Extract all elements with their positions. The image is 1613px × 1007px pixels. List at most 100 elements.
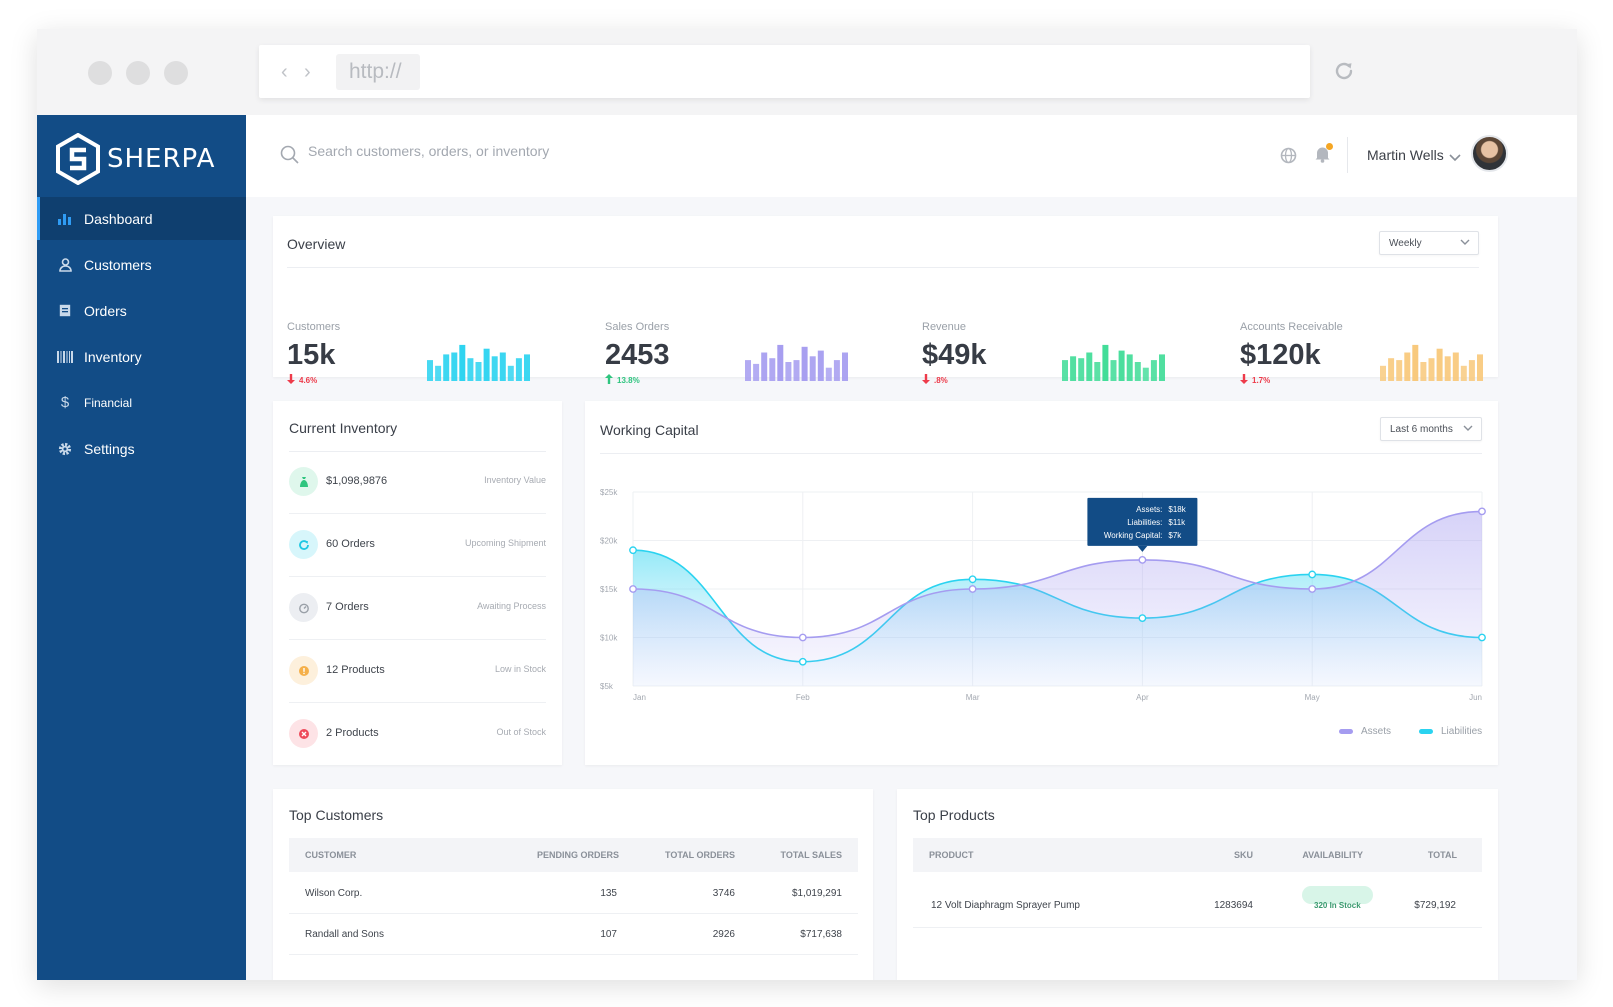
column-header[interactable]: AVAILABILITY <box>1302 850 1363 860</box>
y-tick-label: $20k <box>600 537 618 546</box>
timer-icon <box>289 593 318 622</box>
sparkline-bar <box>801 346 808 381</box>
product-sku: 1283694 <box>1214 900 1253 911</box>
sparkline-bar <box>1428 358 1435 381</box>
table-header: CUSTOMER PENDING ORDERS TOTAL ORDERS TOT… <box>289 838 858 872</box>
sparkline-bar <box>825 367 832 381</box>
kpi-delta: .8% <box>922 374 948 386</box>
reload-icon[interactable] <box>1332 59 1356 88</box>
data-point-liabilities[interactable] <box>629 546 637 555</box>
inventory-value: 12 Products <box>326 664 385 676</box>
inventory-value: 7 Orders <box>326 601 369 613</box>
sparkline-bar <box>1142 367 1149 381</box>
sparkline-bar <box>499 352 506 381</box>
globe-icon[interactable] <box>1280 147 1297 169</box>
sidebar-item-label: Orders <box>84 302 127 319</box>
inventory-row[interactable]: 12 Products Low in Stock <box>289 640 546 703</box>
avatar[interactable] <box>1471 135 1508 172</box>
table-row[interactable]: Wilson Corp. 135 3746 $1,019,291 <box>289 874 858 914</box>
inventory-row[interactable]: $1,098,9876 Inventory Value <box>289 451 546 514</box>
back-icon[interactable]: ‹ <box>281 61 288 83</box>
inventory-row[interactable]: 7 Orders Awaiting Process <box>289 577 546 640</box>
tooltip-value: $11k <box>1168 518 1186 527</box>
window-maximize-dot[interactable] <box>164 61 188 85</box>
column-header[interactable]: SKU <box>1233 850 1253 860</box>
inventory-row[interactable]: 2 Products Out of Stock <box>289 703 546 766</box>
column-header[interactable]: PENDING ORDERS <box>536 850 619 860</box>
pending-orders: 107 <box>600 929 617 940</box>
kpi-delta-text: 4.6% <box>299 375 318 385</box>
forward-icon[interactable]: › <box>304 61 311 83</box>
sparkline-bar <box>1412 344 1419 381</box>
url-field[interactable]: http:// <box>336 54 420 90</box>
series-line-assets <box>632 510 1483 639</box>
window-minimize-dot[interactable] <box>126 61 150 85</box>
chevron-down-icon[interactable] <box>1449 149 1461 167</box>
y-tick-label: $15k <box>600 585 618 594</box>
data-point-assets[interactable] <box>1478 507 1486 516</box>
legend-item-liabilities[interactable]: Liabilities <box>1419 726 1482 737</box>
sidebar-item-inventory[interactable]: Inventory <box>37 335 246 378</box>
notification-dot <box>1326 143 1333 150</box>
overview-period-select[interactable]: Weekly <box>1379 231 1479 255</box>
user-name[interactable]: Martin Wells <box>1367 147 1444 163</box>
working-capital-period-select[interactable]: Last 6 months <box>1380 417 1482 441</box>
sparkline-bar <box>1420 362 1427 381</box>
sidebar-item-customers[interactable]: Customers <box>37 243 246 286</box>
top-customers-card: Top Customers CUSTOMER PENDING ORDERS TO… <box>273 789 873 980</box>
sparkline-bar <box>753 363 760 381</box>
sparkline-bar <box>467 358 474 381</box>
sidebar-item-settings[interactable]: Settings <box>37 427 246 470</box>
column-header[interactable]: CUSTOMER <box>305 850 357 860</box>
top-customers-title: Top Customers <box>289 807 384 823</box>
column-header[interactable]: TOTAL <box>1427 850 1457 860</box>
data-point-liabilities[interactable] <box>1308 570 1317 579</box>
address-bar[interactable]: ‹ › http:// <box>259 45 1310 98</box>
notifications-bell-icon[interactable] <box>1314 143 1333 168</box>
app-logo[interactable]: SHERPA <box>55 131 215 187</box>
sparkline-bar <box>745 360 751 381</box>
inventory-value: $1,098,9876 <box>326 475 388 487</box>
sidebar: SHERPA Dashboard Customers Orders Invent… <box>37 115 246 980</box>
sparkline-bar <box>515 358 522 381</box>
sparkline-bar <box>1110 360 1117 381</box>
sidebar-item-orders[interactable]: Orders <box>37 289 246 332</box>
overview-period-value: Weekly <box>1389 237 1422 249</box>
top-bar: Martin Wells <box>246 115 1577 197</box>
data-point-assets[interactable] <box>968 585 977 593</box>
gear-icon <box>56 442 74 456</box>
x-tick-label: Mar <box>966 693 980 702</box>
sparkline-bar <box>1388 358 1395 381</box>
tooltip-label: Liabilities: <box>1127 518 1162 527</box>
divider <box>600 453 1482 454</box>
tooltip-value: $18k <box>1168 505 1186 514</box>
inventory-value: 60 Orders <box>326 538 375 550</box>
data-point-assets[interactable] <box>1308 585 1317 593</box>
data-point-liabilities[interactable] <box>1478 633 1486 642</box>
column-header[interactable]: PRODUCT <box>929 850 974 860</box>
inventory-row[interactable]: 60 Orders Upcoming Shipment <box>289 514 546 577</box>
sidebar-item-dashboard[interactable]: Dashboard <box>37 197 246 240</box>
column-header[interactable]: TOTAL SALES <box>780 850 842 860</box>
data-point-liabilities[interactable] <box>1138 614 1147 623</box>
search-input[interactable] <box>308 143 808 159</box>
data-point-liabilities[interactable] <box>798 657 807 666</box>
legend-label: Liabilities <box>1441 726 1483 737</box>
kpi-label: Accounts Receivable <box>1240 321 1343 333</box>
x-tick-label: Apr <box>1136 693 1149 702</box>
sidebar-item-financial[interactable]: $ Financial <box>37 381 246 424</box>
data-point-assets[interactable] <box>629 585 637 593</box>
table-row[interactable]: Randall and Sons 107 2926 $717,638 <box>289 915 858 955</box>
window-close-dot[interactable] <box>88 61 112 85</box>
table-header: PRODUCT SKU AVAILABILITY TOTAL <box>913 838 1482 872</box>
data-point-assets[interactable] <box>1138 556 1147 564</box>
sparkline-bar <box>769 358 776 381</box>
data-point-assets[interactable] <box>798 633 807 642</box>
legend-item-assets[interactable]: Assets <box>1339 726 1391 737</box>
kpi-delta-text: 1.7% <box>1252 375 1271 385</box>
kpi-delta-text: .8% <box>934 375 948 385</box>
table-row[interactable]: 12 Volt Diaphragm Sprayer Pump 1283694 3… <box>913 886 1482 928</box>
column-header[interactable]: TOTAL ORDERS <box>664 850 735 860</box>
data-point-liabilities[interactable] <box>968 575 977 584</box>
sparkline-bar <box>817 350 824 381</box>
